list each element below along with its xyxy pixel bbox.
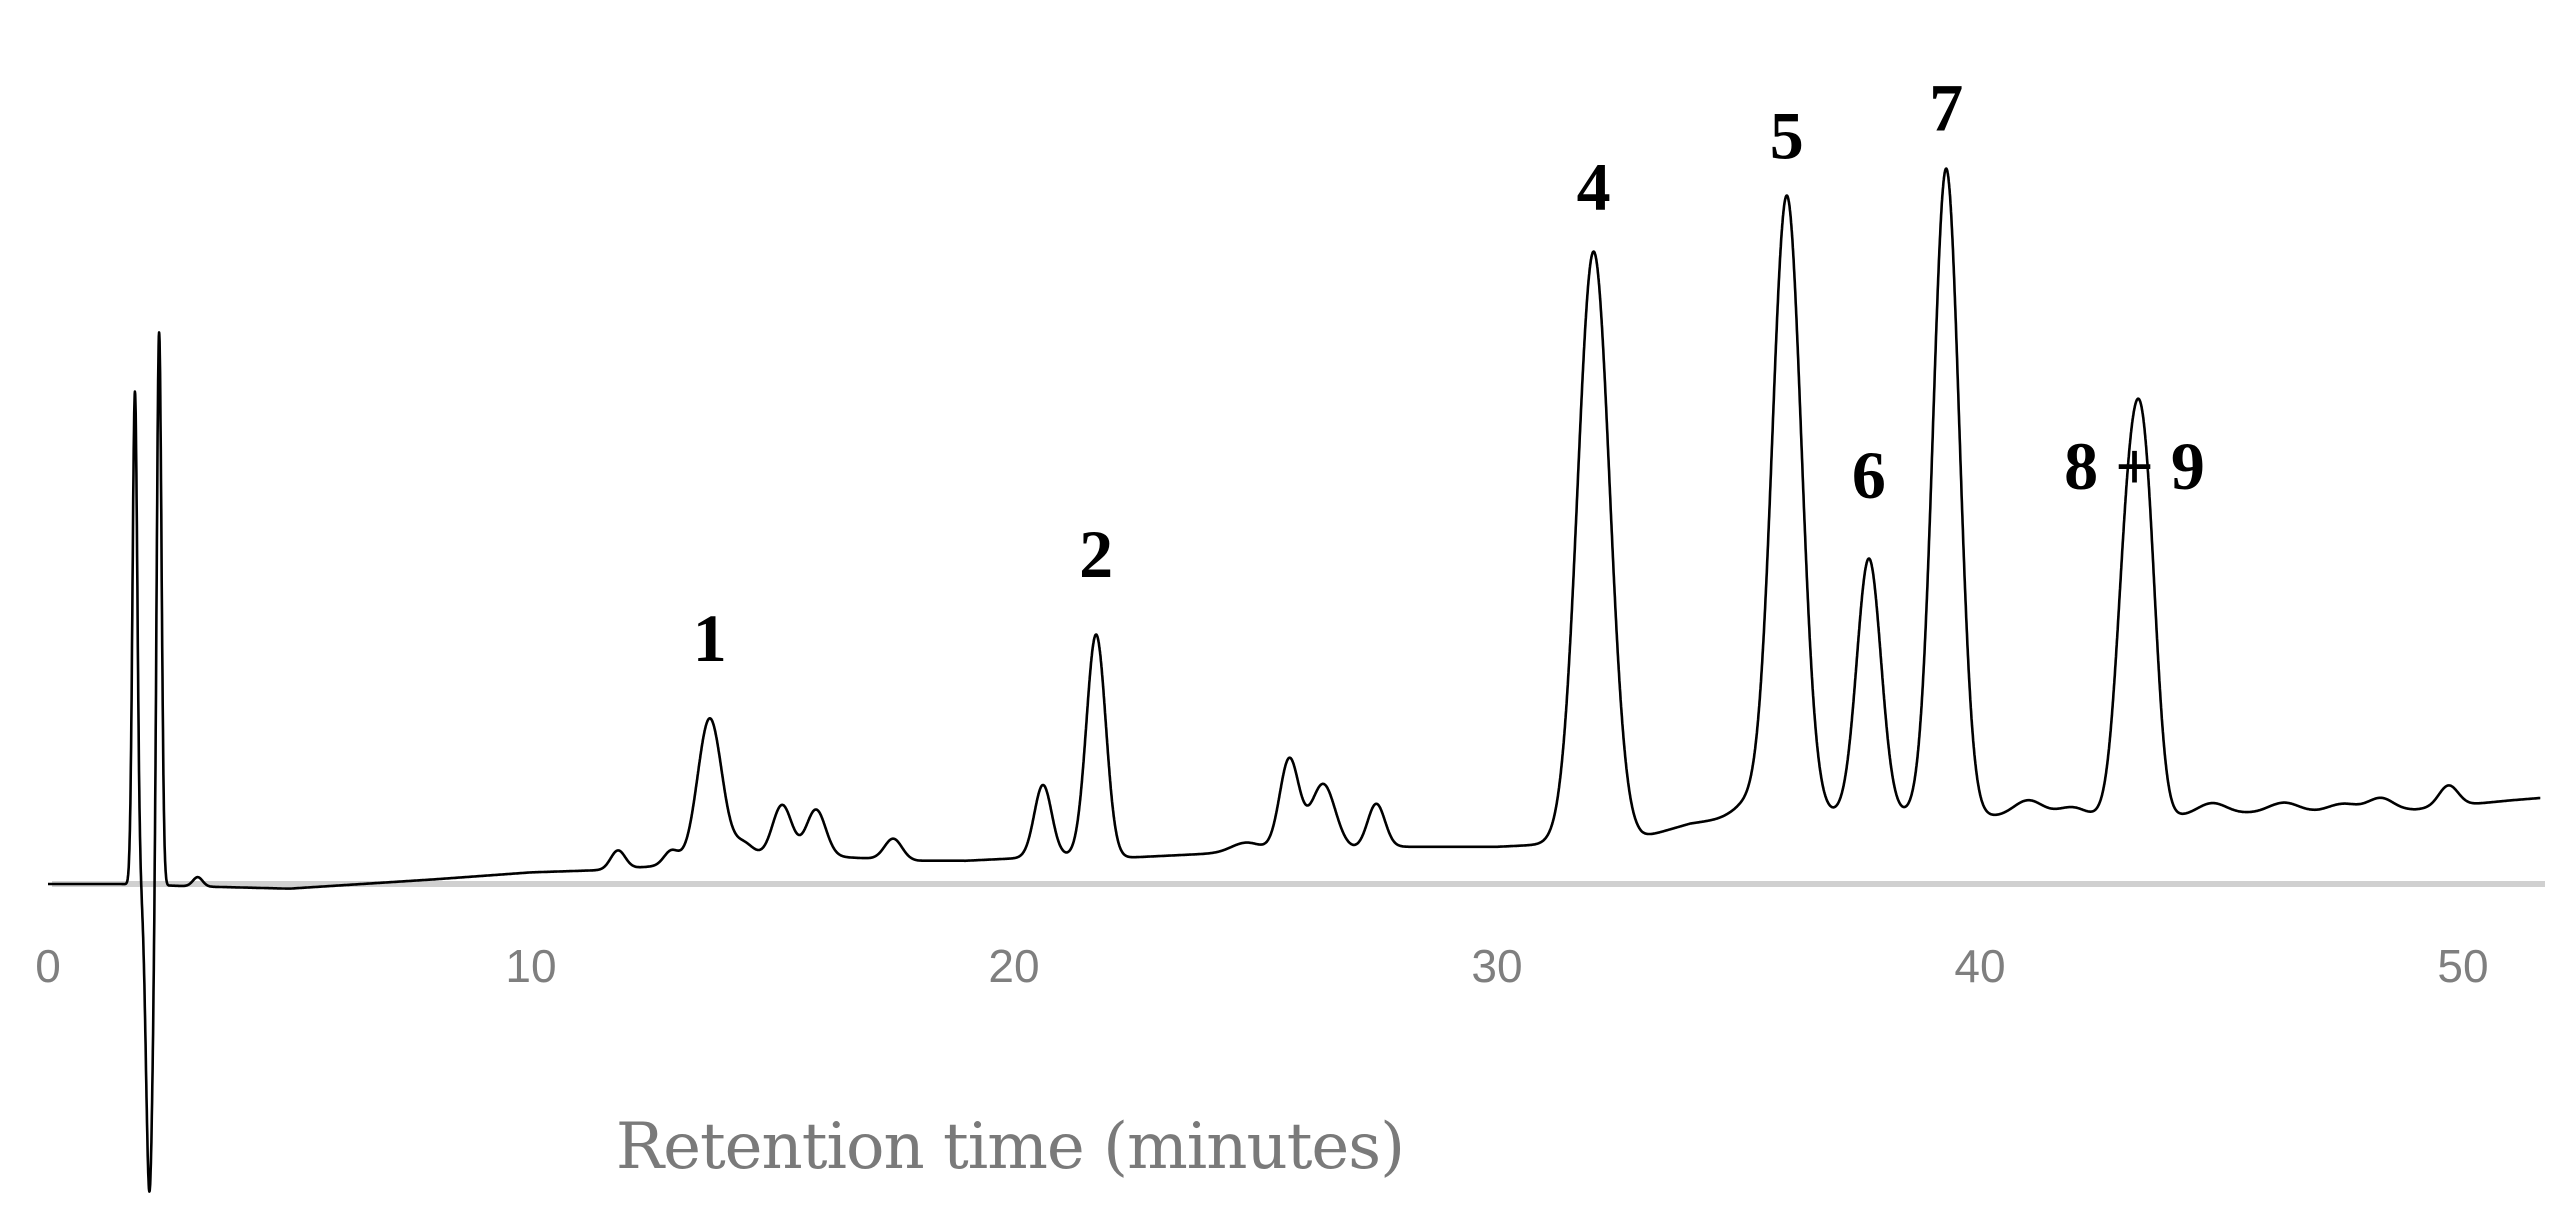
x-tick-label: 30 [1471, 940, 1522, 992]
x-tick-label: 0 [35, 940, 61, 992]
peak-label: 8 + 9 [2064, 428, 2205, 504]
peak-label: 7 [1929, 70, 1963, 146]
chromatogram-trace [46, 167, 2542, 1193]
x-axis-title: Retention time (minutes) [616, 1110, 1404, 1184]
peak-label: 4 [1577, 149, 1611, 225]
x-tick-label: 10 [505, 940, 556, 992]
x-tick-label: 50 [2437, 940, 2488, 992]
peak-labels: 1 2 4 5 6 7 8 + 9 [693, 70, 2205, 676]
peak-label: 2 [1079, 516, 1113, 592]
x-tick-label: 20 [988, 940, 1039, 992]
x-tick-label: 40 [1954, 940, 2005, 992]
peak-label: 5 [1770, 98, 1804, 174]
peak-label: 1 [693, 600, 727, 676]
peak-label: 6 [1852, 437, 1886, 513]
x-tick-labels: 0 10 20 30 40 50 [35, 940, 2488, 992]
